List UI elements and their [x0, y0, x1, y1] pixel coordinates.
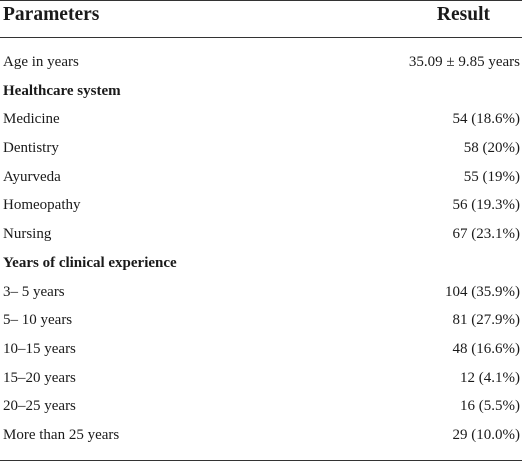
table-header-rule — [0, 37, 522, 38]
row-label: Medicine — [3, 111, 60, 128]
row-label: Nursing — [3, 226, 52, 243]
row-label: 10–15 years — [3, 340, 76, 357]
row-label: Age in years — [3, 54, 79, 70]
table-bottom-rule — [0, 460, 522, 461]
row-value: 81 (27.9%) — [452, 312, 521, 329]
row-value: 16 (5.5%) — [460, 398, 520, 415]
row-label: 20–25 years — [3, 398, 76, 415]
row-label: Ayurveda — [3, 168, 61, 185]
section-header-row: Years of clinical experience — [0, 249, 522, 278]
table-row: 5– 10 years 81 (27.9%) — [0, 306, 522, 335]
row-label: Dentistry — [3, 140, 59, 157]
row-value: 55 (19%) — [463, 168, 520, 185]
section-header-row: Healthcare system — [0, 77, 522, 106]
row-value: 54 (18.6%) — [452, 111, 521, 128]
table-row: Ayurveda 55 (19%) — [0, 163, 522, 192]
row-value: 104 (35.9%) — [445, 283, 520, 300]
row-label: 5– 10 years — [3, 312, 73, 329]
section-label: Years of clinical experience — [3, 254, 177, 271]
row-value: 12 (4.1%) — [460, 369, 520, 386]
table-row: Medicine 54 (18.6%) — [0, 105, 522, 134]
table-row: Dentistry 58 (20%) — [0, 134, 522, 163]
row-value: 29 (10.0%) — [452, 426, 521, 443]
row-value: 58 (20%) — [463, 140, 520, 157]
table-row: 15–20 years 12 (4.1%) — [0, 364, 522, 393]
row-value: 48 (16.6%) — [452, 340, 521, 357]
table-row: 20–25 years 16 (5.5%) — [0, 392, 522, 421]
table-row: 3– 5 years 104 (35.9%) — [0, 278, 522, 307]
table-header: Parameters Result — [0, 0, 522, 37]
row-label: Homeopathy — [3, 197, 81, 214]
table-top-rule — [0, 0, 522, 1]
table-body: Age in years 35.09 ± 9.85 years Healthcare… — [0, 48, 522, 450]
section-label: Healthcare system — [3, 82, 121, 99]
row-label: 3– 5 years — [3, 283, 65, 300]
table-row: Age in years 35.09 ± 9.85 years — [0, 48, 522, 77]
row-value: 56 (19.3%) — [452, 197, 521, 214]
row-label: 15–20 years — [3, 369, 76, 386]
table-row: 10–15 years 48 (16.6%) — [0, 335, 522, 364]
table-row: Homeopathy 56 (19.3%) — [0, 191, 522, 220]
row-value: 35.09 ± 9.85 years — [408, 54, 520, 70]
row-label: More than 25 years — [3, 426, 120, 443]
table-row: More than 25 years 29 (10.0%) — [0, 421, 522, 450]
header-result: Result — [436, 4, 490, 25]
table-row: Nursing 67 (23.1%) — [0, 220, 522, 249]
row-value: 67 (23.1%) — [452, 226, 521, 243]
header-parameters: Parameters — [3, 4, 100, 25]
